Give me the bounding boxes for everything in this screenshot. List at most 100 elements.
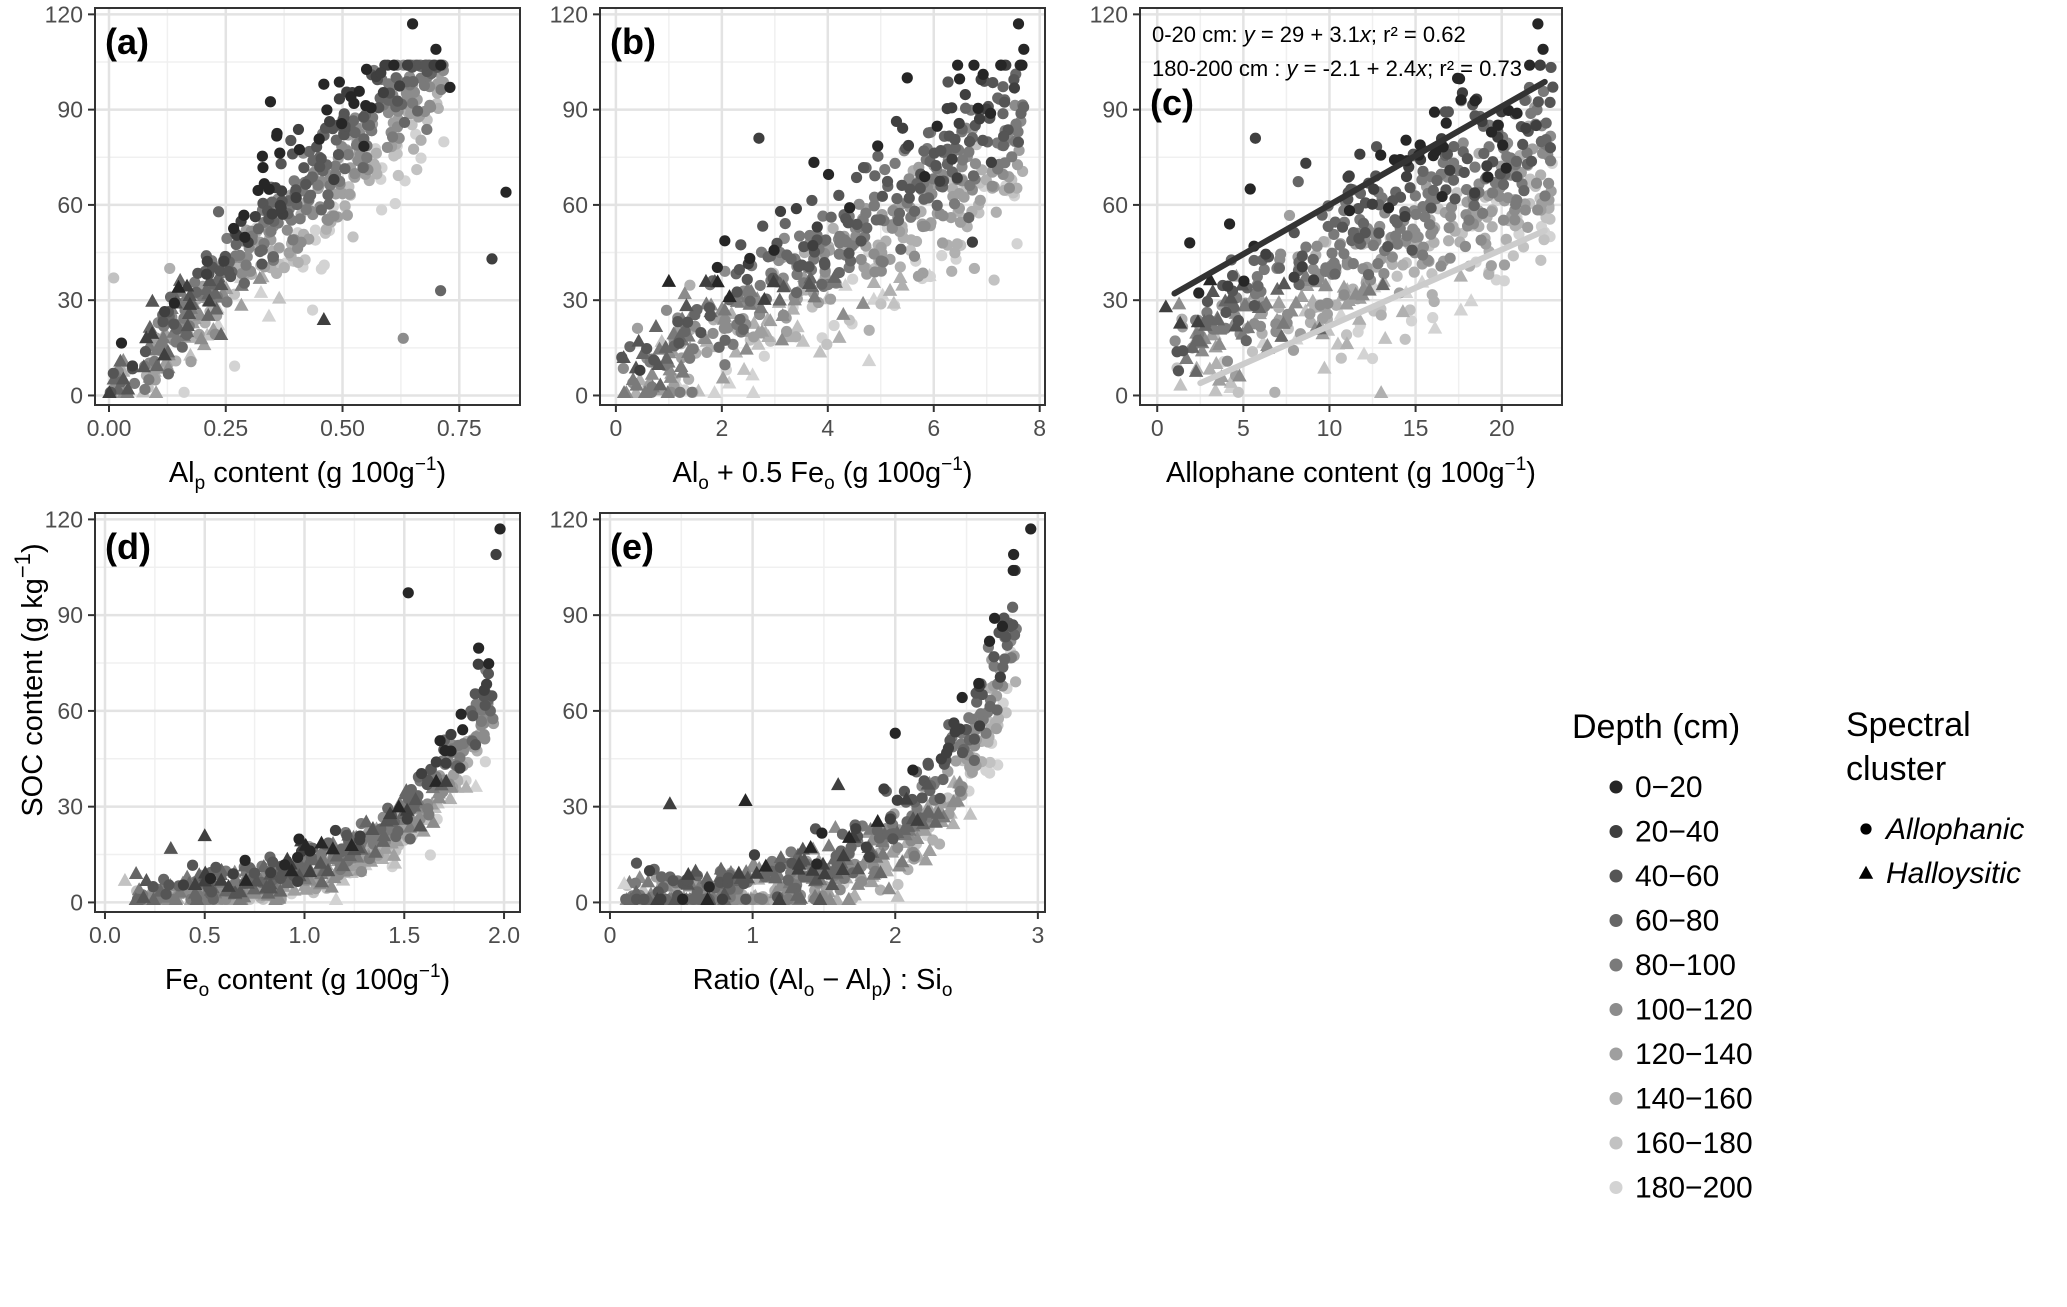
data-point — [700, 892, 715, 905]
data-point — [481, 678, 493, 690]
y-tick-label: 120 — [550, 1, 588, 27]
data-point — [759, 871, 771, 883]
data-point — [988, 660, 1000, 672]
data-point — [959, 102, 972, 114]
data-point — [1008, 82, 1021, 94]
data-point — [483, 658, 495, 670]
data-point — [863, 851, 876, 863]
data-point — [179, 278, 195, 292]
data-point — [204, 872, 217, 885]
data-point — [397, 332, 409, 344]
y-tick-label: 90 — [562, 97, 588, 123]
data-point — [1311, 240, 1323, 252]
y-tick-label: 0 — [70, 382, 83, 408]
data-point — [359, 814, 374, 828]
data-point — [905, 234, 917, 246]
data-point — [757, 220, 769, 232]
x-tick-label: 2.0 — [488, 922, 520, 948]
data-point — [941, 103, 953, 115]
data-point — [1532, 204, 1544, 216]
data-point — [435, 59, 447, 71]
data-point — [667, 875, 679, 887]
data-point — [116, 371, 131, 385]
data-point — [182, 296, 198, 310]
data-point — [160, 888, 172, 900]
data-point — [300, 203, 312, 216]
data-point — [1400, 170, 1413, 183]
data-point — [248, 867, 261, 879]
data-point — [401, 59, 414, 71]
data-point — [674, 386, 686, 398]
panel-tag: (b) — [610, 21, 656, 62]
data-point — [213, 327, 229, 340]
data-point — [293, 833, 305, 845]
data-point — [988, 651, 1000, 663]
data-point — [192, 267, 204, 279]
data-point — [998, 130, 1010, 142]
data-point — [482, 668, 495, 680]
data-point — [687, 343, 699, 355]
data-point — [1000, 631, 1012, 643]
data-point — [1336, 221, 1349, 233]
data-point — [616, 385, 632, 399]
data-point — [214, 265, 226, 277]
data-point — [857, 161, 870, 174]
data-point — [1520, 122, 1532, 134]
data-point — [1321, 308, 1333, 320]
data-point — [1427, 184, 1439, 197]
data-point — [412, 818, 428, 832]
data-point — [808, 156, 820, 168]
data-point — [775, 308, 790, 322]
data-point — [279, 859, 291, 871]
data-point — [1500, 233, 1512, 245]
data-point — [267, 251, 279, 263]
data-point — [1322, 220, 1334, 233]
data-point — [421, 123, 433, 136]
data-point — [479, 699, 491, 711]
data-point — [313, 133, 325, 145]
data-point — [895, 243, 907, 255]
data-point — [136, 359, 151, 373]
data-point — [1486, 221, 1498, 233]
legend-depth-label: 100−120 — [1635, 994, 1753, 1027]
data-point — [1276, 276, 1292, 290]
x-axis-title: Alp content (g 100g−1) — [169, 454, 446, 494]
data-point — [164, 262, 176, 275]
data-point — [918, 145, 930, 157]
data-point — [189, 276, 201, 288]
y-tick-label: 90 — [1102, 97, 1128, 123]
data-point — [990, 206, 1002, 218]
data-point — [156, 330, 171, 344]
legend-shape-swatch — [1860, 823, 1872, 835]
data-point — [378, 840, 393, 854]
data-point — [201, 307, 216, 321]
y-tick-label: 0 — [1115, 382, 1128, 408]
data-point — [168, 892, 184, 905]
data-point — [1223, 218, 1236, 230]
data-point — [658, 339, 673, 353]
data-point — [329, 824, 342, 837]
data-point — [663, 369, 678, 383]
data-point — [1417, 165, 1429, 177]
data-point — [894, 261, 906, 273]
data-point — [249, 211, 261, 223]
data-point — [988, 612, 1001, 624]
data-point — [1405, 315, 1418, 327]
data-point — [147, 881, 159, 893]
data-point — [315, 263, 327, 275]
data-point — [931, 805, 946, 819]
data-point — [783, 329, 798, 343]
data-point — [271, 127, 283, 140]
data-point — [469, 739, 482, 751]
x-tick-label: 2 — [889, 922, 902, 948]
data-point — [920, 804, 935, 818]
data-point — [950, 755, 962, 767]
data-point — [1469, 187, 1481, 199]
data-point — [1232, 386, 1244, 398]
data-point — [108, 272, 120, 284]
data-point — [344, 838, 359, 851]
data-point — [1220, 306, 1232, 319]
data-point — [803, 839, 818, 853]
data-point — [895, 854, 910, 868]
data-point — [438, 136, 450, 148]
